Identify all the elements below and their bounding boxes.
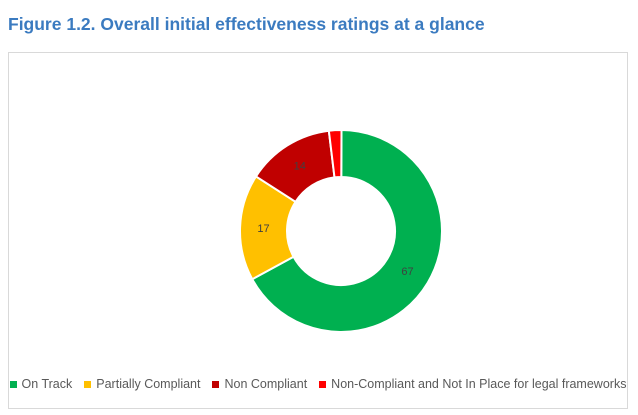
- legend-item-2: Partially Compliant: [84, 377, 200, 391]
- legend-swatch: [319, 380, 327, 388]
- data-label-2: 17: [257, 223, 269, 235]
- donut-slice-1: [250, 128, 443, 333]
- legend-label: On Track: [21, 377, 73, 391]
- chart-legend: On Track Partially Compliant Non Compliant…: [9, 377, 627, 391]
- chart-area: 67 17 14 On Track Partially Compliant Non Co…: [8, 52, 628, 409]
- legend-label: Non Compliant: [224, 377, 308, 391]
- legend-swatch: [84, 380, 92, 388]
- donut-chart: 67 17 14: [239, 128, 443, 333]
- legend-item-4: Non-Compliant and Not In Place for legal…: [319, 377, 626, 391]
- donut-slice-4: [327, 129, 343, 179]
- legend-swatch: [212, 380, 220, 388]
- legend-label: Partially Compliant: [96, 377, 201, 391]
- legend-label: Non-Compliant and Not In Place for legal…: [331, 377, 627, 391]
- data-label-3: 14: [294, 160, 306, 172]
- data-label-1: 67: [401, 266, 413, 278]
- figure-title: Figure 1.2. Overall initial effectivenes…: [8, 14, 485, 34]
- legend-item-3: Non Compliant: [212, 377, 307, 391]
- legend-item-1: On Track: [9, 377, 73, 391]
- legend-swatch: [9, 380, 17, 388]
